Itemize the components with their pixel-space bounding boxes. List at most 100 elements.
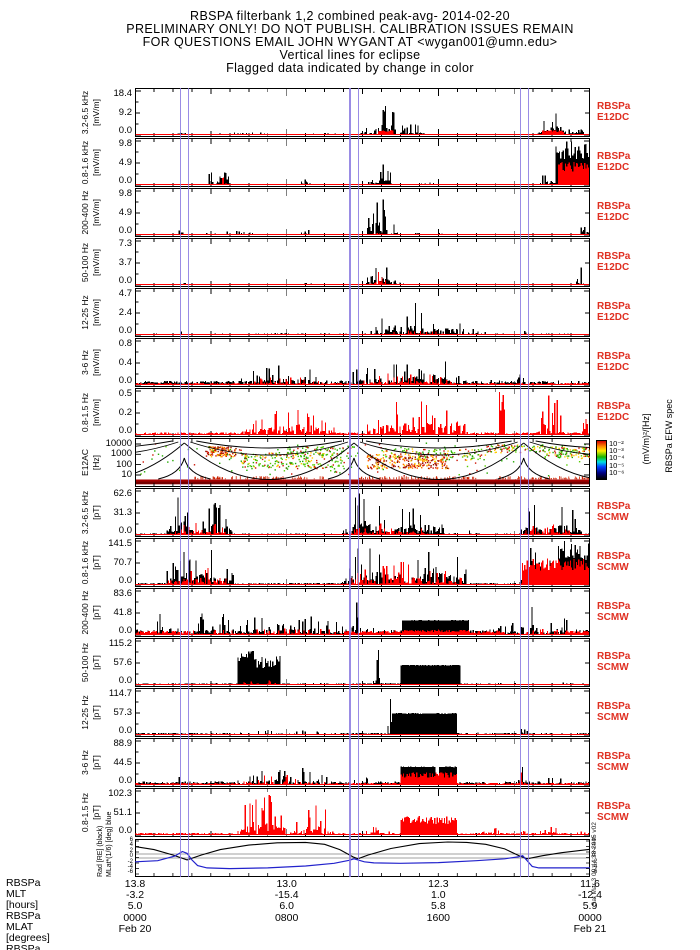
source-label-line2: E12DC <box>597 261 630 273</box>
y-tick-label: 57.3 <box>113 706 133 718</box>
panel-e12dc-50-100Hz <box>135 238 590 287</box>
source-label-line2: SCMW <box>597 561 629 573</box>
y-tick-label: 115.2 <box>108 638 132 649</box>
panel-plot-e12dc-0.8-1.5Hz <box>135 388 590 437</box>
y-tick-label: 0.5 <box>118 388 132 399</box>
ephemeris-tick-label: -4 <box>592 864 598 870</box>
source-label-line1: RBSPa <box>597 601 631 612</box>
time-axis-value: -15.4 <box>274 889 299 902</box>
source-label-line2: E12DC <box>597 161 630 173</box>
source-label-e12dc-0.8-1.6kHz: RBSPa E12DC <box>597 151 631 173</box>
time-axis-value: 11.6 <box>580 878 600 890</box>
source-label-line1: RBSPa <box>597 651 631 662</box>
plot-timestamp: Sat Mar 3 00:44:38 2015 v02 <box>591 822 598 906</box>
source-label-line1: RBSPa <box>597 251 631 262</box>
source-label-line1: RBSPa <box>597 501 631 512</box>
source-label-line2: SCMW <box>597 711 629 723</box>
source-label-line1: RBSPa <box>597 201 631 212</box>
panel-plot-e12dc-3.2-6.5kHz <box>135 88 590 137</box>
time-axis-value: 1.0 <box>431 889 446 902</box>
time-axis-value: 12.3 <box>428 878 449 890</box>
panel-plot-e12dc-12-25Hz <box>135 288 590 337</box>
ephemeris-y-axis-label: Rad [RE] (black) MLat*(1/6) [deg] blue <box>96 811 116 877</box>
colorbar-tick-label: 10⁻⁶ <box>609 468 625 478</box>
eclipse-line <box>520 88 522 877</box>
ephemeris-tick-label: 4 <box>592 842 596 849</box>
source-label-line1: RBSPa <box>597 551 631 562</box>
source-label-line1: RBSPa <box>597 101 631 112</box>
colorbar-tick-label: 10⁻² <box>609 438 624 448</box>
ephemeris-plot <box>134 839 591 877</box>
title-line-2: PRELIMINARY ONLY! DO NOT PUBLISH. CALIBR… <box>126 22 574 36</box>
eclipse-line <box>357 88 360 877</box>
source-label-line2: SCMW <box>597 761 629 773</box>
source-label-line1: RBSPa <box>597 701 631 712</box>
title-line-1: RBSPA filterbank 1,2 combined peak-avg- … <box>190 9 510 23</box>
y-tick-label: 4.9 <box>118 206 132 218</box>
source-label-scmw-200-400Hz: RBSPa SCMW <box>597 601 631 623</box>
time-axis-value: 1600 <box>426 911 450 924</box>
axis-legend-label: MLAT <box>6 921 34 933</box>
y-tick-label: 0.0 <box>118 225 132 236</box>
panel-e12dc-0.8-1.6kHz <box>135 138 590 187</box>
time-axis-value: Feb 20 <box>118 922 152 935</box>
source-label-line1: RBSPa <box>597 151 631 162</box>
y-tick-label: 0.0 <box>118 575 132 586</box>
source-label-e12dc-3.2-6.5kHz: RBSPa E12DC <box>597 101 631 123</box>
y-tick-label: 0.0 <box>118 425 132 436</box>
axis-legend-label: RBSPa <box>6 877 41 889</box>
ephemeris-tick-label: 2 <box>129 847 133 854</box>
y-tick-label: 0.0 <box>118 825 132 836</box>
panel-plot-scmw-200-400Hz <box>135 588 590 637</box>
panel-plot-scmw-12-25Hz <box>135 688 590 737</box>
ephemeris-tick-label: 6 <box>592 837 596 843</box>
source-label-line1: RBSPa <box>597 801 631 812</box>
panel-plot-scmw-50-100Hz <box>135 638 590 687</box>
axis-legend-label: [degrees] <box>6 932 50 944</box>
title-line-5: Flagged data indicated by change in colo… <box>226 61 474 75</box>
source-label-scmw-3.2-6.5kHz: RBSPa SCMW <box>597 501 631 523</box>
time-axis-value: 5.8 <box>431 900 446 913</box>
panel-plot-e12dc-200-400Hz <box>135 188 590 237</box>
colorbar-tick-label: 10⁻³ <box>609 445 624 455</box>
ephemeris-tick-label: -6 <box>127 869 133 876</box>
panel-e12dc-200-400Hz <box>135 188 590 237</box>
y-tick-label: 44.5 <box>113 756 133 768</box>
ephemeris-tick-label: 4 <box>129 842 133 849</box>
source-label-e12dc-3-6Hz: RBSPa E12DC <box>597 351 630 373</box>
y-tick-label: 10000 <box>105 438 132 449</box>
panel-scmw-12-25Hz <box>135 688 590 737</box>
time-axis-value: 0000 <box>578 911 602 924</box>
y-tick-label: 0.0 <box>118 125 132 136</box>
source-label-e12dc-50-100Hz: RBSPa E12DC <box>597 251 631 273</box>
source-label-e12dc-200-400Hz: RBSPa E12DC <box>597 201 631 223</box>
source-label-line2: SCMW <box>597 611 629 623</box>
y-tick-label: 51.1 <box>113 806 133 818</box>
time-axis-value: -3.2 <box>125 889 145 902</box>
y-tick-label: 10 <box>121 469 132 480</box>
y-tick-label: 9.8 <box>118 138 132 149</box>
eclipse-line <box>349 88 351 877</box>
source-label-line1: RBSPa <box>597 401 631 412</box>
ephemeris-tick-label: 2 <box>592 847 596 854</box>
y-tick-label: 0.0 <box>118 675 132 686</box>
colorbar-name-label: RBSPa EFW spec <box>664 399 674 473</box>
source-label-line2: SCMW <box>597 661 629 673</box>
y-tick-label: 41.8 <box>113 606 133 618</box>
panel-plot-scmw-0.8-1.5Hz <box>135 788 590 837</box>
y-tick-label: 57.6 <box>113 656 133 668</box>
y-tick-label: 4.7 <box>118 288 132 299</box>
source-label-line1: RBSPa <box>597 301 631 312</box>
panel-e12dc-0.8-1.5Hz <box>135 388 590 437</box>
ephemeris-tick-label: 0 <box>592 853 596 860</box>
panel-scmw-0.8-1.5Hz <box>135 788 590 837</box>
ephemeris-tick-label: -6 <box>592 869 598 876</box>
ephemeris-label-line2: MLat*(1/6) [deg] blue <box>106 811 113 877</box>
axis-legend-label: [hours] <box>6 899 39 911</box>
panel-scmw-3-6Hz <box>135 738 590 787</box>
source-label-e12dc-0.8-1.5Hz: RBSPa E12DC <box>597 401 631 423</box>
source-label-line2: E12DC <box>597 361 630 373</box>
y-tick-label: 1000 <box>110 448 132 459</box>
source-label-scmw-0.8-1.6kHz: RBSPa SCMW <box>597 551 631 573</box>
source-label-line2: E12DC <box>597 311 630 323</box>
